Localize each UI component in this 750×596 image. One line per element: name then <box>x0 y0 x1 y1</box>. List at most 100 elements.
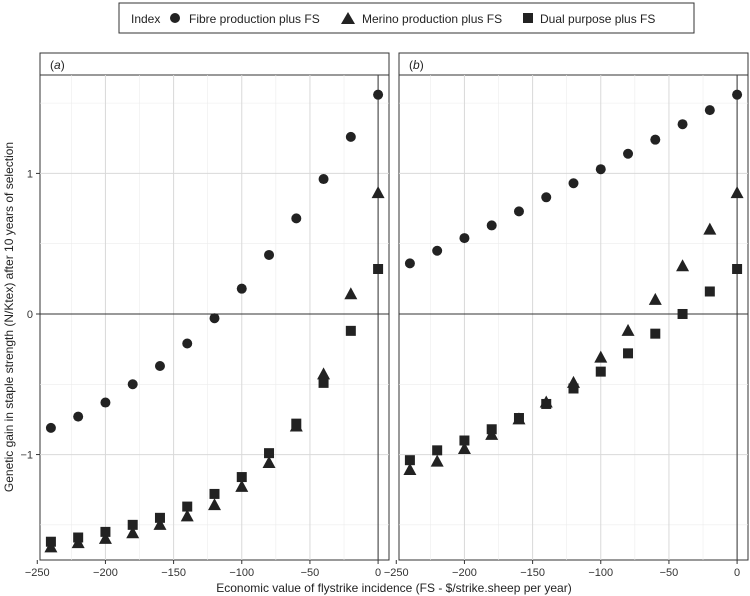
data-point-triangle <box>648 292 662 305</box>
x-tick-label: −100 <box>229 567 254 579</box>
data-point-square <box>182 501 193 512</box>
data-point-triangle <box>457 441 471 454</box>
data-point-triangle <box>730 186 744 199</box>
data-point-circle <box>264 249 275 260</box>
data-point-square <box>541 398 552 409</box>
legend-entry-merino: Merino production plus FS <box>341 12 502 26</box>
data-point-circle <box>459 233 470 244</box>
data-point-circle <box>677 119 688 130</box>
x-tick-label: −50 <box>301 567 320 579</box>
data-point-square <box>732 264 743 274</box>
legend-box <box>118 2 695 34</box>
x-tick-label: −200 <box>93 567 118 579</box>
panel-b-x-axis-ticks: −250 −200 −150 −100 −50 0 <box>384 560 740 579</box>
data-point-circle <box>568 178 579 189</box>
x-tick-label: −150 <box>520 567 545 579</box>
data-point-square <box>45 536 56 547</box>
data-point-square <box>291 418 302 429</box>
data-point-triangle <box>594 350 608 363</box>
data-point-circle <box>345 131 356 142</box>
data-point-circle <box>127 379 138 390</box>
data-point-triangle <box>235 479 249 492</box>
data-point-square <box>318 377 329 388</box>
legend-circle-marker <box>170 13 180 23</box>
data-point-square <box>486 424 497 435</box>
data-point-square <box>432 445 443 456</box>
panel-b-data-points <box>403 89 744 476</box>
x-tick-label: 0 <box>734 567 740 579</box>
x-tick-label: −250 <box>384 567 409 579</box>
data-point-triangle <box>621 323 635 336</box>
data-point-triangle <box>153 517 167 530</box>
x-tick-label: −250 <box>25 567 50 579</box>
data-point-square <box>345 325 356 336</box>
y-tick-label: 0 <box>27 309 33 321</box>
data-point-circle <box>432 245 443 256</box>
legend-triangle-marker <box>341 12 355 24</box>
data-point-circle <box>513 206 524 217</box>
panel-b-strip <box>398 52 749 76</box>
y-axis-ticks: −1 0 1 <box>20 168 40 462</box>
legend-square-marker <box>523 13 533 23</box>
data-point-triangle <box>344 287 358 300</box>
data-point-square <box>404 455 415 466</box>
legend-label-fibre: Fibre production plus FS <box>189 12 320 26</box>
panel-b-reference-lines <box>399 75 748 560</box>
data-point-square <box>154 512 165 523</box>
y-tick-label: 1 <box>27 168 33 180</box>
legend-entry-fibre: Fibre production plus FS <box>170 12 320 26</box>
panel-b: (b) <box>398 52 749 561</box>
data-point-square <box>677 308 688 319</box>
data-point-triangle <box>126 526 140 539</box>
data-point-square <box>127 519 138 530</box>
data-point-circle <box>45 422 56 433</box>
data-point-square <box>264 448 275 459</box>
data-point-circle <box>623 148 634 159</box>
legend-label-dual: Dual purpose plus FS <box>540 12 655 26</box>
x-tick-label: −50 <box>660 567 679 579</box>
data-point-circle <box>291 213 302 224</box>
data-point-triangle <box>430 454 444 467</box>
data-point-circle <box>732 89 743 100</box>
data-point-triangle <box>703 222 717 235</box>
data-point-triangle <box>676 259 690 272</box>
data-point-triangle <box>180 509 194 522</box>
panel-b-plot-area <box>398 74 749 561</box>
data-point-triangle <box>98 531 112 544</box>
x-tick-label: 0 <box>375 567 381 579</box>
x-tick-label: −200 <box>452 567 477 579</box>
data-point-circle <box>595 164 606 175</box>
x-tick-label: −150 <box>161 567 186 579</box>
data-point-square <box>623 348 634 359</box>
data-point-circle <box>182 338 193 349</box>
data-point-square <box>568 383 579 394</box>
panel-a-strip <box>39 52 390 76</box>
data-point-circle <box>704 105 715 116</box>
x-axis-title: Economic value of flystrike incidence (F… <box>216 581 571 595</box>
panel-b-label: (b) <box>409 58 424 72</box>
data-point-circle <box>404 258 415 269</box>
data-point-square <box>595 366 606 377</box>
data-point-square <box>73 532 84 543</box>
legend: Index Fibre production plus FS Merino pr… <box>118 2 695 34</box>
data-point-triangle <box>317 367 331 380</box>
data-point-circle <box>100 397 111 408</box>
legend-entry-dual: Dual purpose plus FS <box>523 12 655 26</box>
panel-a-data-points <box>44 89 385 553</box>
data-point-square <box>373 264 384 274</box>
data-point-circle <box>373 89 384 100</box>
data-point-square <box>236 472 247 483</box>
data-point-circle <box>236 283 247 294</box>
data-point-circle <box>541 192 552 203</box>
data-point-circle <box>73 411 84 422</box>
y-axis-title: Genetic gain in staple strength (N/Ktex)… <box>2 142 16 492</box>
data-point-circle <box>154 361 165 371</box>
legend-label-merino: Merino production plus FS <box>362 12 502 26</box>
data-point-square <box>459 435 470 446</box>
data-point-circle <box>650 134 661 145</box>
panel-a: (a) <box>39 52 390 561</box>
data-point-square <box>704 286 715 297</box>
data-point-circle <box>209 313 220 324</box>
panel-a-label: (a) <box>50 58 65 72</box>
